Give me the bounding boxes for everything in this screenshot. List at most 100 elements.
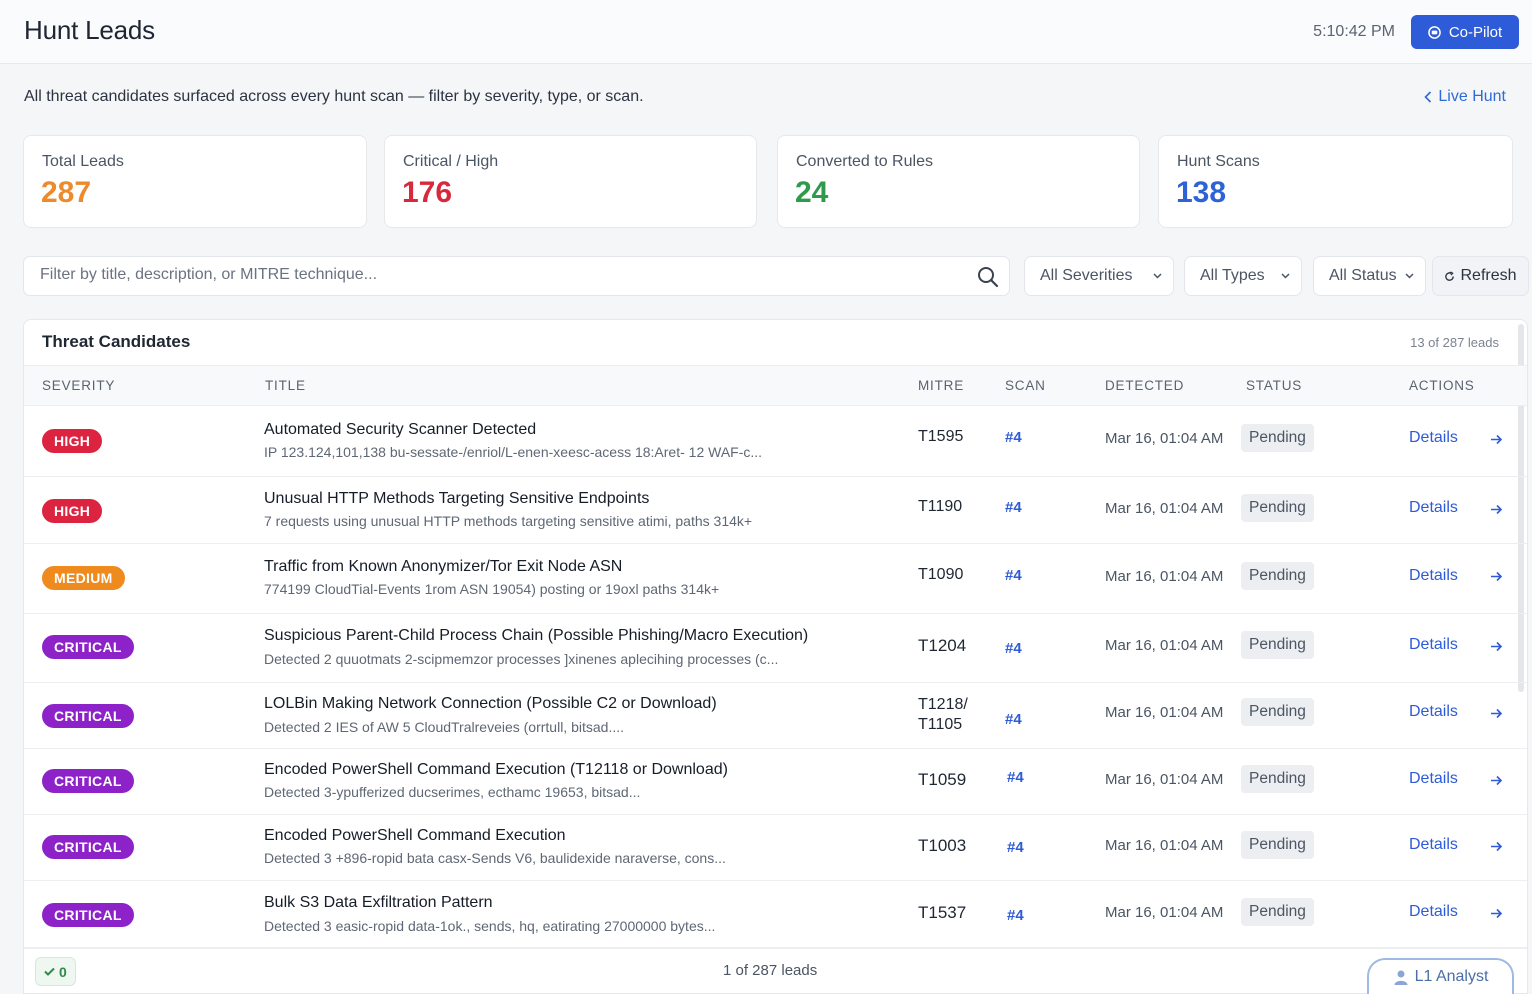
column-header-severity[interactable]: SEVERITY xyxy=(42,378,115,393)
details-link[interactable]: Details xyxy=(1409,499,1458,517)
status-badge: Pending xyxy=(1241,831,1314,859)
severity-dropdown-value: All Severities xyxy=(1040,267,1132,285)
column-header-detected[interactable]: DETECTED xyxy=(1105,378,1184,393)
detected-time: Mar 16, 01:04 AM xyxy=(1105,771,1223,788)
detected-time: Mar 16, 01:04 AM xyxy=(1105,637,1223,654)
stat-label: Critical / High xyxy=(403,153,498,171)
status-dropdown[interactable]: All Status xyxy=(1313,256,1426,296)
panel-title: Threat Candidates xyxy=(42,332,190,352)
page-description: All threat candidates surfaced across ev… xyxy=(24,88,644,106)
table-header: SEVERITY TITLE MITRE SCAN DETECTED STATU… xyxy=(24,365,1528,406)
column-header-title[interactable]: TITLE xyxy=(265,378,306,393)
table-row[interactable]: CRITICAL LOLBin Making Network Connectio… xyxy=(24,683,1528,749)
arrow-right-icon[interactable] xyxy=(1490,840,1503,853)
detected-time: Mar 16, 01:04 AM xyxy=(1105,837,1223,854)
column-header-status[interactable]: STATUS xyxy=(1246,378,1302,393)
details-link[interactable]: Details xyxy=(1409,703,1458,721)
mitre-technique: T1059 xyxy=(918,770,966,790)
stat-card-converted-rules: Converted to Rules 24 xyxy=(777,135,1140,228)
details-link[interactable]: Details xyxy=(1409,836,1458,854)
pagination-label: 1 of 287 leads xyxy=(723,962,817,979)
stat-value: 176 xyxy=(402,176,452,210)
row-title: Automated Security Scanner Detected xyxy=(264,421,536,439)
detected-time: Mar 16, 01:04 AM xyxy=(1105,500,1223,517)
stat-value: 24 xyxy=(795,176,828,210)
scan-link[interactable]: #4 xyxy=(1005,499,1022,516)
details-link[interactable]: Details xyxy=(1409,429,1458,447)
stat-card-total-leads: Total Leads 287 xyxy=(23,135,367,228)
clock: 5:10:42 PM xyxy=(1313,23,1395,41)
status-dropdown-value: All Status xyxy=(1329,267,1397,285)
arrow-right-icon[interactable] xyxy=(1490,774,1503,787)
scan-link[interactable]: #4 xyxy=(1005,429,1022,446)
row-description: 7 requests using unusual HTTP methods ta… xyxy=(264,513,752,529)
chevron-down-icon xyxy=(1153,273,1162,279)
details-link[interactable]: Details xyxy=(1409,903,1458,921)
table-row[interactable]: MEDIUM Traffic from Known Anonymizer/Tor… xyxy=(24,544,1528,614)
stat-label: Converted to Rules xyxy=(796,153,933,171)
status-badge: Pending xyxy=(1241,424,1314,452)
table-row[interactable]: CRITICAL Bulk S3 Data Exfiltration Patte… xyxy=(24,881,1528,948)
arrow-right-icon[interactable] xyxy=(1490,707,1503,720)
details-link[interactable]: Details xyxy=(1409,636,1458,654)
column-header-scan[interactable]: SCAN xyxy=(1005,378,1046,393)
arrow-right-icon[interactable] xyxy=(1490,433,1503,446)
mitre-technique: T1190 xyxy=(918,497,962,517)
scan-link[interactable]: #4 xyxy=(1005,567,1022,584)
table-row[interactable]: HIGH Unusual HTTP Methods Targeting Sens… xyxy=(24,477,1528,544)
detected-time: Mar 16, 01:04 AM xyxy=(1105,430,1223,447)
table-row[interactable]: CRITICAL Suspicious Parent-Child Process… xyxy=(24,614,1528,683)
arrow-right-icon[interactable] xyxy=(1490,503,1503,516)
detected-time: Mar 16, 01:04 AM xyxy=(1105,904,1223,921)
status-badge: Pending xyxy=(1241,631,1314,659)
live-hunt-link[interactable]: Live Hunt xyxy=(1424,88,1506,106)
status-badge: Pending xyxy=(1241,698,1314,726)
row-description: Detected 2 quuotmats 2-scipmemzor proces… xyxy=(264,651,778,667)
column-header-mitre[interactable]: MITRE xyxy=(918,378,964,393)
stat-label: Total Leads xyxy=(42,153,124,171)
detected-time: Mar 16, 01:04 AM xyxy=(1105,568,1223,585)
page-title: Hunt Leads xyxy=(24,15,155,46)
search-box xyxy=(23,256,1010,296)
severity-badge: CRITICAL xyxy=(42,903,134,927)
search-input[interactable] xyxy=(40,266,940,284)
chevron-left-icon xyxy=(1424,91,1432,103)
copilot-icon xyxy=(1428,26,1441,39)
table-row[interactable]: HIGH Automated Security Scanner Detected… xyxy=(24,407,1528,477)
row-title: Traffic from Known Anonymizer/Tor Exit N… xyxy=(264,558,622,576)
type-dropdown[interactable]: All Types xyxy=(1184,256,1302,296)
row-description: Detected 3 +896-ropid bata casx-Sends V6… xyxy=(264,850,726,866)
scan-link[interactable]: #4 xyxy=(1007,839,1024,856)
table-row[interactable]: CRITICAL Encoded PowerShell Command Exec… xyxy=(24,815,1528,881)
status-badge: Pending xyxy=(1241,765,1314,793)
severity-dropdown[interactable]: All Severities xyxy=(1024,256,1174,296)
copilot-button[interactable]: Co-Pilot xyxy=(1411,15,1519,49)
details-link[interactable]: Details xyxy=(1409,770,1458,788)
scan-link[interactable]: #4 xyxy=(1005,711,1022,728)
row-title: Suspicious Parent-Child Process Chain (P… xyxy=(264,627,808,645)
threat-candidates-panel: Threat Candidates 13 of 287 leads SEVERI… xyxy=(23,319,1528,994)
arrow-right-icon[interactable] xyxy=(1490,907,1503,920)
status-badge: Pending xyxy=(1241,898,1314,926)
column-header-actions: ACTIONS xyxy=(1409,378,1475,393)
validated-count-badge[interactable]: 0 xyxy=(35,957,76,986)
details-link[interactable]: Details xyxy=(1409,567,1458,585)
table-row[interactable]: CRITICAL Encoded PowerShell Command Exec… xyxy=(24,749,1528,815)
arrow-right-icon[interactable] xyxy=(1490,570,1503,583)
row-description: Detected 3-ypufferized ducserimes, ectha… xyxy=(264,784,640,800)
severity-badge: CRITICAL xyxy=(42,835,134,859)
row-title: Encoded PowerShell Command Execution xyxy=(264,827,566,845)
scan-link[interactable]: #4 xyxy=(1007,769,1024,786)
analyst-role-button[interactable]: L1 Analyst xyxy=(1367,958,1514,994)
mitre-technique: T1003 xyxy=(918,836,966,856)
lead-count: 13 of 287 leads xyxy=(1410,335,1499,350)
row-title: Unusual HTTP Methods Targeting Sensitive… xyxy=(264,490,649,508)
arrow-right-icon[interactable] xyxy=(1490,640,1503,653)
row-description: IP 123.124,101,138 bu-sessate-/enriol/L-… xyxy=(264,444,762,460)
scan-link[interactable]: #4 xyxy=(1007,907,1024,924)
detected-time: Mar 16, 01:04 AM xyxy=(1105,704,1223,721)
scan-link[interactable]: #4 xyxy=(1005,640,1022,657)
mitre-technique: T1537 xyxy=(918,903,966,923)
refresh-button[interactable]: Refresh xyxy=(1432,256,1529,296)
search-icon[interactable] xyxy=(977,266,999,288)
